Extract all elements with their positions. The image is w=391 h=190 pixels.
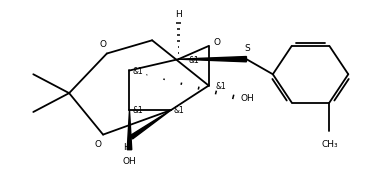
Text: OH: OH [123, 157, 136, 166]
Text: &1: &1 [189, 56, 199, 65]
Text: O: O [213, 38, 220, 48]
Text: &1: &1 [174, 106, 185, 115]
Text: OH: OH [240, 93, 254, 103]
Text: &1: &1 [132, 106, 143, 115]
Text: &1: &1 [215, 82, 226, 91]
Text: &1: &1 [132, 67, 143, 76]
Text: H: H [124, 143, 130, 152]
Text: H: H [175, 10, 182, 19]
Polygon shape [127, 110, 132, 150]
Text: O: O [100, 40, 107, 49]
Polygon shape [130, 110, 171, 139]
Text: S: S [244, 44, 250, 53]
Polygon shape [179, 56, 246, 62]
Text: O: O [95, 140, 102, 149]
Text: CH₃: CH₃ [321, 140, 338, 149]
